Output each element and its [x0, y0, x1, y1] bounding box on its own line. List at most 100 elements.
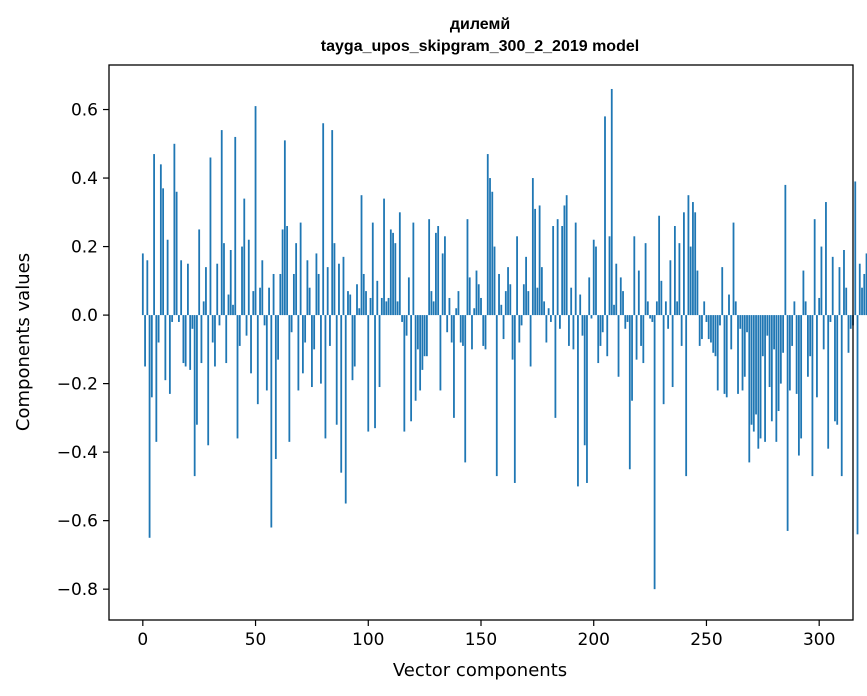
bar [394, 243, 397, 316]
bar [572, 315, 575, 350]
bar [651, 315, 654, 322]
bar [556, 219, 559, 316]
bar [396, 301, 399, 316]
bar [198, 229, 201, 316]
bar [306, 260, 309, 316]
bar [236, 315, 239, 439]
bar [863, 273, 866, 316]
bar [716, 315, 719, 391]
bar [581, 315, 584, 336]
bar [338, 263, 340, 316]
bar [184, 315, 187, 367]
bar [407, 277, 410, 316]
bar [473, 308, 476, 316]
bar [439, 315, 442, 391]
bar [311, 315, 313, 388]
bar [362, 273, 365, 316]
bar [522, 284, 525, 316]
bar [468, 277, 471, 316]
bar [683, 212, 685, 316]
chart-title-line2: tayga_upos_skipgram_300_2_2019 model [321, 38, 639, 55]
bar [171, 315, 174, 322]
bar [423, 315, 426, 357]
bar [148, 315, 151, 538]
y-axis-label: Components values [13, 253, 34, 431]
chart-title-line1: дилемй [450, 16, 510, 33]
bar [462, 315, 464, 346]
bar [698, 315, 701, 346]
bar [252, 291, 255, 316]
bar [401, 315, 403, 322]
bar [820, 246, 823, 316]
bar [480, 297, 482, 316]
x-tick-label: 250 [690, 630, 722, 650]
bar [723, 315, 726, 394]
bar [834, 315, 836, 422]
bar [531, 178, 534, 316]
bar [270, 315, 273, 528]
bar [392, 232, 394, 316]
bar [207, 315, 210, 446]
bar [243, 198, 246, 316]
bar [579, 294, 582, 316]
bar [786, 315, 789, 531]
y-tick-label: −0.6 [57, 512, 98, 532]
bar [554, 315, 557, 418]
bar [818, 297, 821, 316]
bar [613, 304, 615, 316]
bar [617, 315, 620, 377]
bar [545, 315, 548, 343]
bar [653, 315, 656, 590]
bar [448, 297, 451, 316]
bar [162, 188, 165, 316]
x-tick-label: 50 [245, 630, 267, 650]
bar [707, 315, 710, 340]
bar [782, 315, 785, 353]
bar [529, 315, 532, 367]
bar [383, 198, 385, 316]
bar [437, 226, 440, 316]
bar [340, 315, 343, 473]
bar [779, 315, 782, 384]
bar [259, 287, 261, 316]
bar [849, 315, 852, 329]
bar [365, 291, 367, 316]
bar [288, 315, 291, 442]
bar [680, 315, 683, 346]
bar [865, 253, 867, 316]
bar [376, 280, 379, 316]
bar [331, 130, 334, 316]
bar [387, 297, 390, 316]
bar [592, 239, 595, 316]
bar [831, 256, 834, 316]
bar [513, 315, 516, 483]
bar [421, 315, 424, 370]
bar [836, 315, 839, 425]
bar [601, 315, 604, 333]
bar [432, 301, 435, 316]
bar [748, 315, 751, 463]
bar [543, 301, 546, 316]
bar [759, 315, 762, 439]
bar [146, 260, 149, 316]
bar [633, 236, 636, 316]
bar [353, 315, 356, 367]
bar [773, 315, 775, 350]
y-tick-label: 0.6 [71, 101, 98, 121]
bar [410, 315, 413, 422]
bar [538, 205, 541, 316]
bar [655, 301, 658, 316]
bar [495, 315, 498, 477]
bar [568, 315, 570, 346]
bar [705, 315, 708, 322]
bar [714, 315, 717, 357]
bar [367, 315, 370, 432]
bar [570, 287, 573, 316]
bar [642, 315, 645, 364]
bar [274, 315, 277, 459]
bar [692, 202, 694, 316]
bar [649, 315, 651, 319]
bar [750, 315, 753, 425]
bar [475, 270, 478, 316]
